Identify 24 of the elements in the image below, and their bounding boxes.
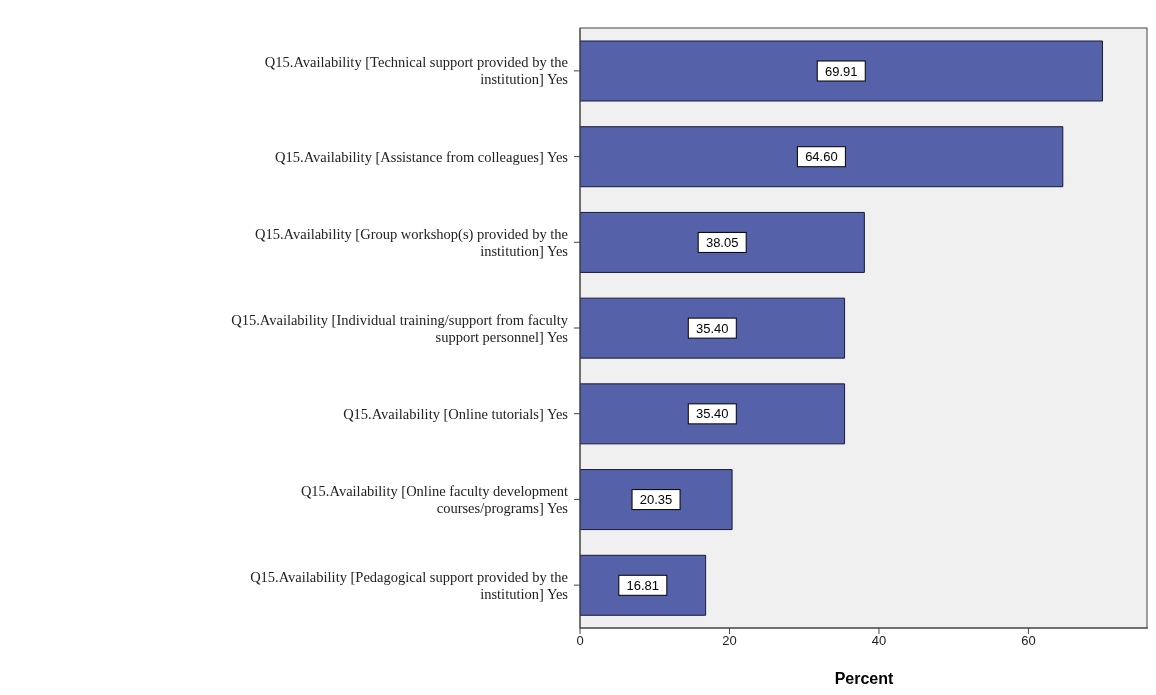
data-label: 69.91	[824, 63, 858, 79]
bar	[580, 383, 846, 445]
bar	[580, 211, 865, 273]
x-tick-label: 60	[1021, 633, 1036, 649]
y-tick-label: Q15.Availability [Individual training/support from faculty support personnel] Yes	[231, 311, 569, 345]
data-label: 16.81	[626, 577, 660, 593]
data-label: 64.60	[805, 149, 838, 165]
y-tick-label: Q15.Availability [Assistance from colleagues] Yes	[275, 148, 569, 165]
data-label: 35.40	[696, 320, 729, 336]
data-label: 20.35	[639, 492, 673, 508]
y-tick-label: Q15.Availability [Online faculty development courses/programs] Yes	[300, 483, 569, 516]
data-label: 38.05	[705, 234, 739, 250]
x-tick-label: 0	[576, 633, 584, 649]
y-tick-label: Q15.Availability [Pedagogical support provided by the institution] Yes	[250, 568, 569, 602]
bar	[580, 126, 1064, 188]
x-axis-title: Percent	[834, 670, 895, 687]
data-label: 35.40	[696, 406, 729, 422]
bar	[580, 40, 1103, 102]
y-tick-label: Q15.Availability [Group workshop(s) provided by the institution] Yes	[254, 225, 569, 259]
bar	[580, 297, 846, 359]
y-tick-label: Q15.Availability [Technical support provided by the institution] Yes	[264, 54, 569, 88]
x-tick-label: 40	[871, 633, 887, 649]
x-tick-label: 20	[722, 633, 737, 649]
y-tick-label: Q15.Availability [Online tutorials] Yes	[343, 405, 569, 422]
